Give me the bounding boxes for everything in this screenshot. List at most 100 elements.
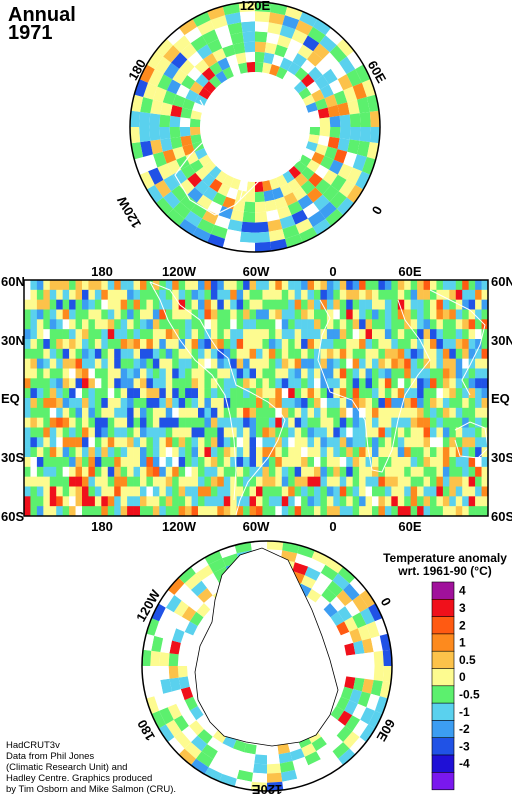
grid-cell [178,388,186,399]
grid-cell [442,289,450,300]
grid-cell [262,348,270,359]
polar-cell [305,141,318,152]
polar-cell [222,44,236,58]
grid-cell [82,309,89,320]
grid-cell [314,407,321,418]
grid-cell [114,427,121,438]
grid-cell [378,447,386,458]
grid-cell [281,466,289,477]
grid-cell [384,506,392,517]
grid-cell [326,378,334,389]
grid-cell [475,358,482,369]
grid-cell [384,447,392,458]
grid-cell [43,368,51,379]
grid-cell [410,457,418,468]
grid-cell [410,309,418,320]
grid-cell [307,339,315,350]
grid-cell [442,407,450,418]
grid-cell [468,506,476,517]
grid-cell [449,280,457,291]
grid-cell [333,466,341,477]
grid-cell [417,437,424,448]
polar-cell [299,227,318,244]
grid-cell [378,339,386,350]
grid-cell [404,407,411,418]
grid-cell [146,437,154,448]
grid-cell [133,407,141,418]
grid-cell [442,299,450,310]
grid-cell [275,457,283,468]
polar-cell [176,84,190,99]
polar-cell [184,26,203,44]
grid-cell [365,339,373,350]
grid-cell [75,427,83,438]
grid-cell [198,466,205,477]
grid-cell [146,466,154,477]
grid-cell [120,457,128,468]
polar-cell [180,194,197,211]
grid-cell [294,388,302,399]
grid-cell [172,437,179,448]
polar-cell [187,172,202,188]
grid-cell [82,398,89,409]
grid-cell [94,299,102,310]
grid-cell [430,348,437,359]
grid-cell [346,407,353,418]
grid-cell [256,457,263,468]
grid-cell [114,348,121,359]
grid-cell [449,388,457,399]
polar-cell [154,621,168,639]
grid-cell [404,417,411,428]
grid-cell [75,417,83,428]
polar-cell [157,163,173,180]
grid-cell [49,348,57,359]
grid-cell [397,289,405,300]
grid-cell [82,299,89,310]
grid-cell [62,299,70,310]
grid-cell [127,457,134,468]
grid-cell [378,378,386,389]
grid-cell [410,358,418,369]
grid-cell [152,466,160,477]
grid-cell [191,339,199,350]
grid-cell [43,427,51,438]
grid-cell [372,437,379,448]
grid-cell [198,486,205,497]
polar-cell [159,114,171,127]
grid-cell [314,427,321,438]
polar-cell [163,174,180,192]
grid-cell [339,329,347,340]
polar-cell [209,61,223,76]
grid-cell [198,427,205,438]
polar-cell [245,51,255,63]
grid-cell [69,378,76,389]
grid-cell [236,378,244,389]
legend-title: Temperature anomaly wrt. 1961-90 (°C) [380,552,510,578]
polar-cell [281,769,298,782]
grid-cell [462,348,469,359]
polar-cell [321,729,337,745]
grid-cell [249,280,257,291]
polar-cell [313,43,330,60]
polar-cell [274,44,288,58]
polar-cell [189,706,204,721]
grid-cell [178,466,186,477]
grid-cell [204,368,212,379]
polar-cell [187,66,202,82]
polar-cell [190,735,208,752]
grid-cell [140,358,147,369]
polar-cell [181,725,198,743]
grid-cell [430,289,437,300]
credits-text: HadCRUT3v Data from Phil Jones (Climatic… [6,740,176,795]
grid-cell [230,348,237,359]
grid-cell [417,457,424,468]
grid-cell [210,417,218,428]
grid-cell [191,496,199,507]
grid-cell [391,407,399,418]
grid-cell [397,506,405,517]
grid-cell [140,457,147,468]
grid-cell [372,466,379,477]
grid-cell [455,506,463,517]
polar-cell [150,139,163,155]
grid-cell [249,299,257,310]
